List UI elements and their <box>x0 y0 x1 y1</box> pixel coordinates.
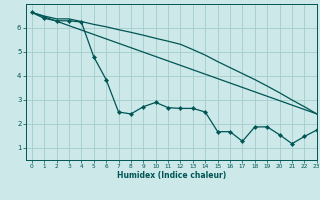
X-axis label: Humidex (Indice chaleur): Humidex (Indice chaleur) <box>116 171 226 180</box>
